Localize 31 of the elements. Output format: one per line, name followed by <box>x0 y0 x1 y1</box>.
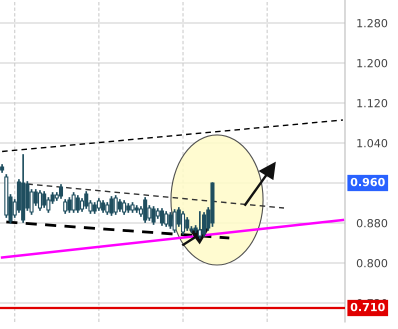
y-tick-label: 0.880 <box>356 218 388 228</box>
y-tick-label: 0.800 <box>356 258 388 268</box>
candlestick <box>143 197 148 223</box>
candlestick <box>58 184 64 199</box>
y-tick-label: 1.120 <box>357 98 388 108</box>
y-tick-label: 1.200 <box>357 58 388 68</box>
candlestick <box>101 200 106 213</box>
candlestick <box>72 192 76 213</box>
candlestick <box>67 197 72 213</box>
candlestick <box>109 196 114 216</box>
candlestick <box>63 199 68 214</box>
candlestick <box>164 211 168 227</box>
candlestick <box>198 211 202 239</box>
candlestick <box>105 202 110 215</box>
y-tick-label: 1.040 <box>357 138 388 148</box>
candlestick <box>92 202 97 214</box>
candlestick <box>152 206 156 225</box>
candlestick <box>185 217 190 231</box>
candlestick <box>96 198 101 211</box>
annotation: 0.960 <box>350 178 385 186</box>
y-tick-label: 1.280 <box>357 18 388 28</box>
candlestick <box>160 208 164 226</box>
candlestick <box>180 211 186 235</box>
candlestick <box>122 200 126 215</box>
candlestick <box>172 209 177 233</box>
ref-line-label: 0.710 <box>350 302 385 312</box>
candlestick <box>168 212 172 229</box>
candlestick <box>118 199 122 212</box>
candlestick <box>76 195 80 213</box>
candlestick <box>114 195 118 215</box>
candlestick <box>38 190 42 211</box>
